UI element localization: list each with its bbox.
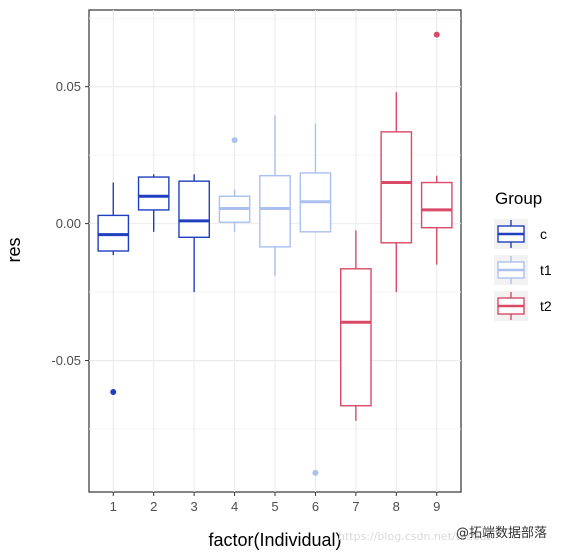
y-tick-label: 0.00 xyxy=(56,216,81,231)
box-iqr xyxy=(341,269,371,406)
x-tick-label: 2 xyxy=(150,499,157,514)
legend-label: t1 xyxy=(540,262,552,278)
legend-label: t2 xyxy=(540,298,552,314)
outlier-point xyxy=(110,389,116,395)
legend-item-c: c xyxy=(494,219,547,249)
legend-title: Group xyxy=(495,189,542,208)
x-tick-label: 6 xyxy=(312,499,319,514)
outlier-point xyxy=(434,32,440,38)
x-tick-label: 9 xyxy=(433,499,440,514)
box-iqr xyxy=(381,132,411,243)
box-iqr xyxy=(260,176,290,247)
x-axis-title: factor(Individual) xyxy=(208,530,341,550)
box-iqr xyxy=(422,183,452,228)
box-iqr xyxy=(139,177,169,210)
x-tick-label: 1 xyxy=(110,499,117,514)
x-tick-label: 7 xyxy=(352,499,359,514)
x-tick-label: 3 xyxy=(191,499,198,514)
box-iqr xyxy=(179,181,209,237)
y-axis-title: res xyxy=(4,237,24,262)
x-tick-label: 5 xyxy=(271,499,278,514)
y-tick-label: -0.05 xyxy=(51,353,81,368)
legend: Group c t1 t2 xyxy=(494,189,552,321)
legend-item-t2: t2 xyxy=(494,291,552,321)
outlier-point xyxy=(232,137,238,143)
y-tick-label: 0.05 xyxy=(56,79,81,94)
outlier-point xyxy=(312,470,318,476)
x-tick-label: 4 xyxy=(231,499,238,514)
legend-item-t1: t1 xyxy=(494,255,552,285)
watermark: @拓端数据部落 xyxy=(456,522,547,541)
x-tick-label: 8 xyxy=(393,499,400,514)
legend-label: c xyxy=(540,226,547,242)
